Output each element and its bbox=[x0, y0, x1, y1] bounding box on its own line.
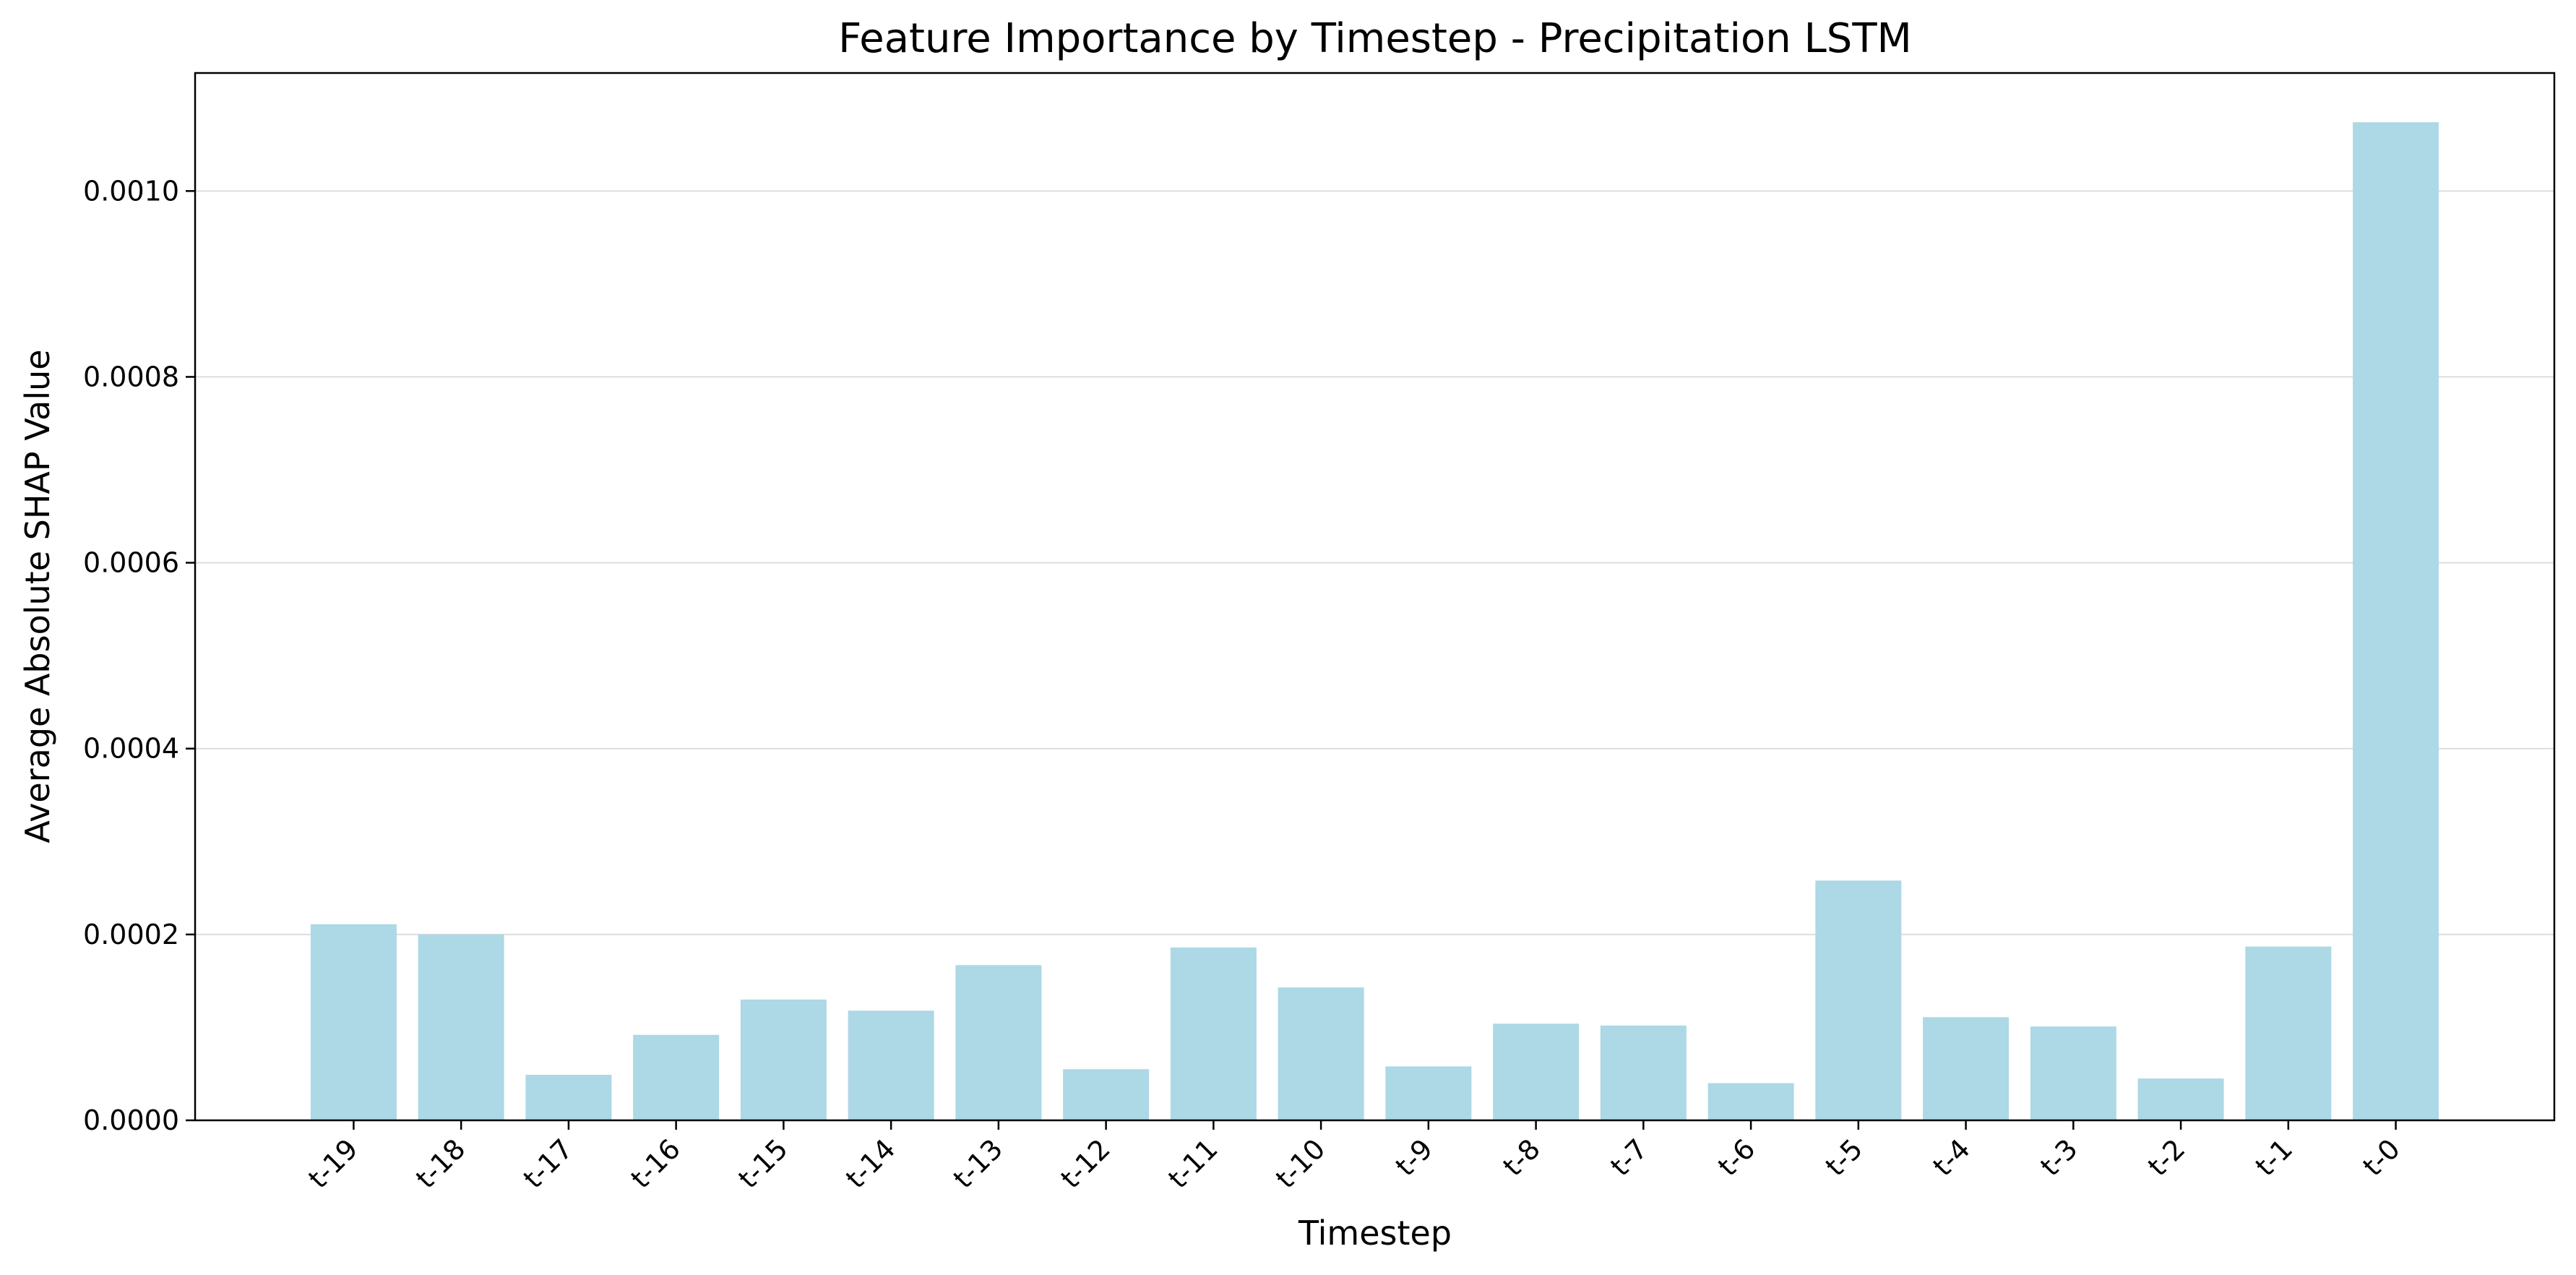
bar-t-8 bbox=[1493, 1023, 1580, 1120]
bar-t-17 bbox=[525, 1075, 612, 1120]
plot-frame bbox=[194, 72, 2556, 1122]
bar-t-3 bbox=[2030, 1026, 2116, 1120]
bar-t-1 bbox=[2245, 946, 2332, 1120]
chart-title: Feature Importance by Timestep - Precipi… bbox=[838, 15, 1912, 62]
bar-t-4 bbox=[1923, 1017, 2009, 1120]
bar-t-2 bbox=[2137, 1078, 2224, 1120]
y-tick-label: 0.0000 bbox=[83, 1104, 179, 1136]
bar-t-12 bbox=[1063, 1069, 1150, 1120]
bar-t-5 bbox=[1815, 880, 1902, 1120]
bar-t-19 bbox=[310, 924, 397, 1120]
y-tick-label: 0.0004 bbox=[83, 733, 179, 765]
bar-t-0 bbox=[2353, 122, 2439, 1121]
y-tick-label: 0.0008 bbox=[83, 361, 179, 392]
bar-t-10 bbox=[1278, 987, 1364, 1120]
bar-t-14 bbox=[848, 1010, 934, 1120]
bar-t-16 bbox=[633, 1034, 720, 1120]
bar-t-13 bbox=[955, 965, 1042, 1120]
bar-t-7 bbox=[1600, 1025, 1687, 1120]
y-tick-label: 0.0002 bbox=[83, 919, 179, 950]
y-axis-label: Average Absolute SHAP Value bbox=[18, 349, 57, 843]
x-axis-label: Timestep bbox=[1298, 1214, 1452, 1253]
bar-t-15 bbox=[740, 999, 827, 1120]
bar-t-9 bbox=[1385, 1066, 1472, 1120]
y-gridlines bbox=[195, 190, 2554, 935]
bar-t-11 bbox=[1170, 947, 1257, 1120]
bars bbox=[310, 122, 2439, 1121]
bar-t-6 bbox=[1707, 1083, 1794, 1120]
y-tick-label: 0.0006 bbox=[83, 547, 179, 579]
bar-t-18 bbox=[418, 934, 504, 1120]
y-tick-label: 0.0010 bbox=[83, 175, 179, 207]
y-axis-ticks: 0.0000 0.0002 0.0004 0.0006 0.0008 0.0010 bbox=[83, 175, 195, 1136]
